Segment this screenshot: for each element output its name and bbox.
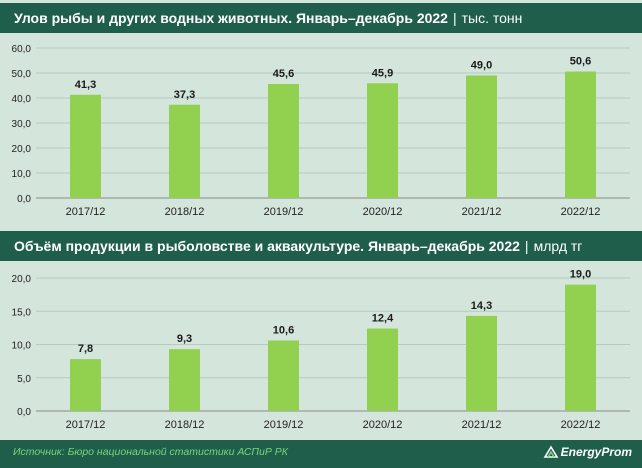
chart2-ytick-label: 10,0 — [12, 341, 32, 352]
chart2-bar-2019/12 — [268, 340, 299, 411]
chart2-ytick-label: 20,0 — [12, 274, 32, 285]
chart2-plot: 0,0 5,0 10,0 15,0 20,0 7,8 2017/12 9,3 2018/12 10… — [12, 269, 630, 431]
chart2-value-label: 9,3 — [177, 333, 192, 345]
chart1-bar-2018/12 — [169, 104, 200, 198]
chart2-bar-2018/12 — [169, 349, 200, 411]
chart1-bar-2021/12 — [466, 75, 497, 198]
chart1-ytick-label: 40,0 — [12, 94, 32, 105]
chart1: 0,0 10,0 20,0 30,0 40,0 50,0 60,0 41,3 2017/12 37… — [0, 36, 642, 230]
footer: Источник: Бюро национальной статистики А… — [0, 440, 642, 468]
chart1-value-label: 41,3 — [75, 79, 96, 91]
chart2-bar-2021/12 — [466, 315, 497, 411]
chart1-bar-2019/12 — [268, 84, 299, 198]
logo-text: EnergyProm — [560, 445, 632, 459]
chart2-value-label: 19,0 — [570, 269, 591, 281]
source-text: Источник: Бюро национальной статистики А… — [13, 446, 288, 458]
energyprom-logo: EnergyProm — [543, 445, 632, 459]
chart2-xtick-label: 2020/12 — [363, 419, 403, 431]
chart2: 0,0 5,0 10,0 15,0 20,0 7,8 2017/12 9,3 2018/12 10… — [0, 266, 642, 438]
chart2-value-label: 7,8 — [78, 343, 93, 355]
chart2-title: Объём продукции в рыболовстве и аквакуль… — [14, 238, 520, 254]
chart1-xtick-label: 2020/12 — [363, 206, 403, 218]
chart2-value-label: 14,3 — [471, 300, 492, 312]
chart1-xtick-label: 2019/12 — [264, 206, 304, 218]
chart2-ytick-label: 5,0 — [17, 374, 31, 385]
chart2-bar-2020/12 — [367, 328, 398, 411]
chart2-separator: | — [524, 238, 529, 254]
chart1-bar-2022/12 — [565, 71, 596, 198]
chart1-ytick-label: 10,0 — [12, 169, 32, 180]
chart1-ytick-label: 50,0 — [12, 69, 32, 80]
chart1-bar-2020/12 — [367, 83, 398, 198]
chart1-plot: 0,0 10,0 20,0 30,0 40,0 50,0 60,0 41,3 2017/12 37… — [12, 44, 630, 218]
chart2-value-label: 10,6 — [273, 325, 294, 337]
chart1-value-label: 45,9 — [372, 67, 393, 79]
chart2-bar-2017/12 — [70, 359, 101, 411]
chart1-xtick-label: 2018/12 — [165, 206, 205, 218]
chart1-value-label: 49,0 — [471, 60, 492, 72]
chart2-bar-2022/12 — [565, 284, 596, 411]
chart1-ytick-label: 20,0 — [12, 144, 32, 155]
chart1-header: Улов рыбы и других водных животных. Янва… — [0, 3, 642, 33]
chart1-unit: тыс. тонн — [461, 10, 523, 26]
chart1-bar-2017/12 — [70, 94, 101, 198]
chart2-unit: млрд тг — [533, 238, 583, 254]
chart1-ytick-label: 0,0 — [17, 194, 31, 205]
chart2-xtick-label: 2017/12 — [66, 419, 106, 431]
chart1-ytick-label: 60,0 — [12, 44, 32, 55]
chart2-xtick-label: 2022/12 — [561, 419, 601, 431]
chart2-ytick-label: 15,0 — [12, 307, 32, 318]
chart1-title: Улов рыбы и других водных животных. Янва… — [14, 10, 448, 26]
chart2-ytick-label: 0,0 — [17, 407, 31, 418]
chart1-ytick-label: 30,0 — [12, 119, 32, 130]
chart2-xtick-label: 2021/12 — [462, 419, 502, 431]
chart2-header: Объём продукции в рыболовстве и аквакуль… — [0, 231, 642, 261]
chart1-value-label: 37,3 — [174, 89, 195, 101]
logo-mark-icon — [543, 445, 559, 458]
chart2-xtick-label: 2019/12 — [264, 419, 304, 431]
chart2-value-label: 12,4 — [372, 313, 394, 325]
chart1-xtick-label: 2022/12 — [561, 206, 601, 218]
chart1-value-label: 45,6 — [273, 68, 294, 80]
chart1-xtick-label: 2021/12 — [462, 206, 502, 218]
chart2-xtick-label: 2018/12 — [165, 419, 205, 431]
chart1-separator: | — [452, 10, 457, 26]
chart1-xtick-label: 2017/12 — [66, 206, 106, 218]
chart1-value-label: 50,6 — [570, 56, 591, 68]
